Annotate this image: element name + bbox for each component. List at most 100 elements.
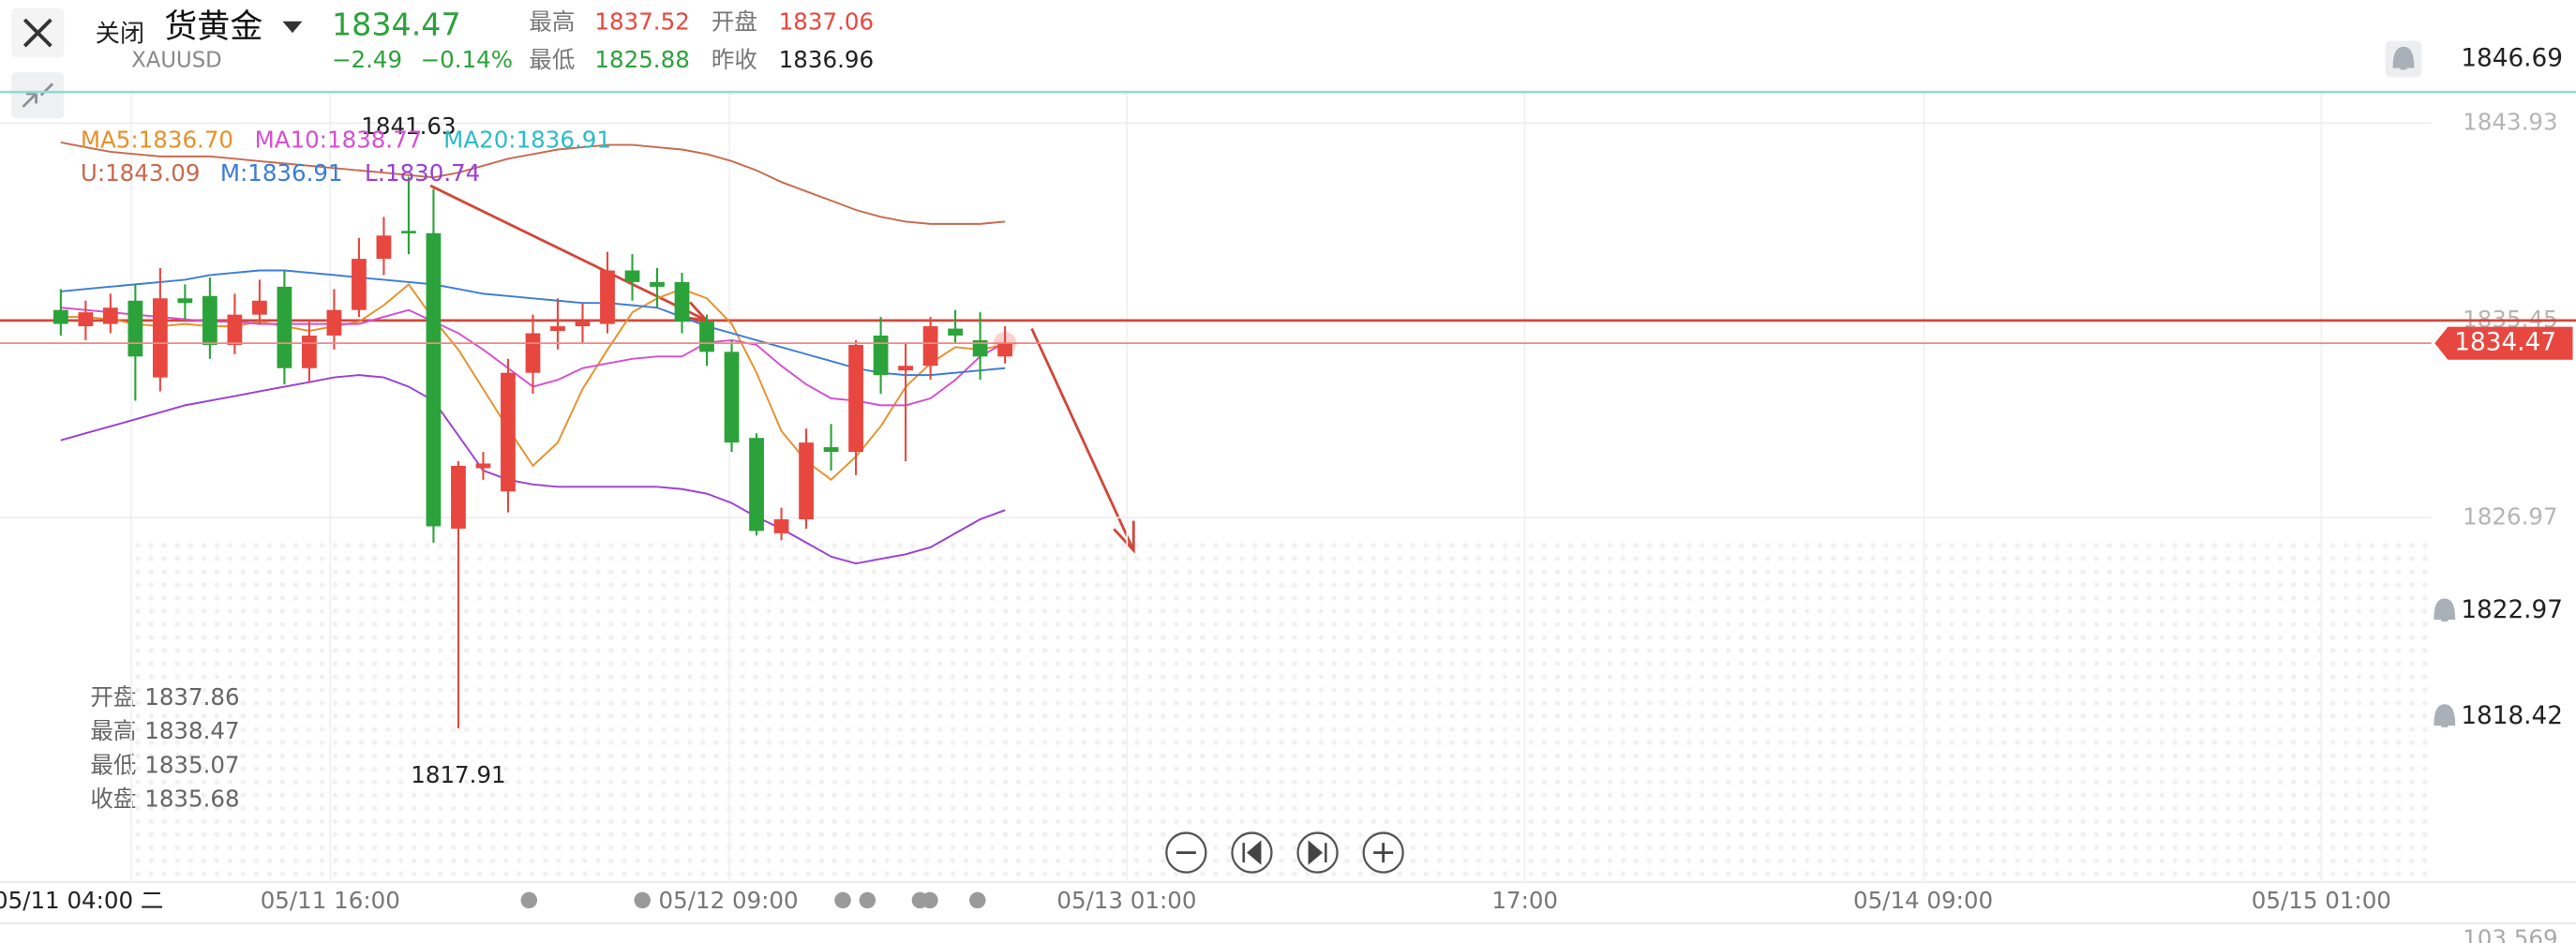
info-value: 1835.07 [144,751,239,778]
candle-body [948,328,963,336]
candle-body [823,447,839,453]
candle-body [525,333,541,373]
legend-entry: U:1843.09 [81,159,201,187]
high-value: 1837.52 [594,8,689,36]
price-tag [2434,326,2573,360]
candle-body [997,343,1013,357]
low-label: 最低 [529,46,575,73]
x-tick-label: 05/15 01:00 [2252,887,2391,914]
legend-entry: MA20:1836.91 [443,127,611,154]
legend-entry: L:1830.74 [365,159,480,187]
change-percent: −0.14% [421,46,513,73]
candle-body [426,232,442,527]
dropdown-icon[interactable] [282,21,303,34]
x-tick-label: 05/14 09:00 [1853,887,1993,914]
candle-body [724,352,740,443]
candle-body [102,307,118,324]
to-start-button[interactable] [1231,831,1273,874]
candle-body [848,344,863,453]
event-dots [520,891,986,909]
candle-body [401,231,416,233]
change: −2.49 [332,46,402,73]
price: 1834.47 [332,7,461,43]
legend-entry: MA10:1838.77 [255,127,423,154]
x-tick-label: 05/12 09:00 [659,887,799,914]
alert-icon [2434,704,2456,727]
candle-body [202,295,217,345]
candle-body [624,270,640,282]
alert-value: 1846.69 [2461,44,2563,72]
alert-value: 1818.42 [2461,702,2563,730]
candle-body [52,309,68,324]
candle-body [922,326,938,367]
to-end-button[interactable] [1296,831,1339,874]
candle-body [873,335,889,376]
candle-body [575,322,591,327]
candle-body [127,300,143,357]
candle-body [972,339,988,357]
legend-entry: MA5:1836.70 [81,127,233,154]
candle-body [78,312,94,327]
info-value: 1838.47 [144,717,239,744]
close-label[interactable]: 关闭 [96,20,145,48]
close-button[interactable] [11,7,65,58]
info-label: 收盘 [90,786,136,813]
high-label: 最高 [529,8,575,36]
sub-chart-value: 103.569 [2463,924,2557,943]
x-tick-label: 05/11 04:00 二 [0,887,163,914]
max-label: 1841.63 [361,112,456,140]
indicator-line [60,282,1006,482]
ohlc-info: 开盘 1837.86 最高 1838.47 最低 1835.07 收盘 1835.68 [90,683,239,813]
candle-body [277,286,292,368]
candle-body [898,366,913,371]
info-label: 最高 [90,717,136,744]
candle-body [475,463,491,469]
open-value: 1837.06 [779,8,874,36]
alert-icon [2434,598,2456,621]
info-value: 1835.68 [144,786,239,813]
collapse-button[interactable] [11,72,65,119]
price-tag-label: 1834.47 [2454,329,2556,357]
background-pattern [131,542,2432,879]
indicator-line [60,374,1006,565]
info-value: 1837.86 [144,683,239,711]
candle-body [302,335,317,368]
instrument-name[interactable]: 货黄金 [164,7,262,46]
alert-icon [2392,46,2415,70]
candle-body [326,309,342,336]
symbol: XAUUSD [131,48,221,72]
prev-close-label: 昨收 [711,46,757,73]
indicator-line [60,269,1006,377]
candle-body [451,465,466,529]
last-price-glow [993,331,1017,355]
candle-body [699,322,714,352]
x-tick-label: 17:00 [1491,887,1558,914]
alert-value: 1822.97 [2461,596,2563,624]
candle-body [177,298,193,304]
candle-body [550,326,565,332]
low-value: 1825.88 [594,46,689,73]
candle-body [501,372,516,492]
min-label: 1817.91 [411,761,505,788]
x-tick-label: 05/11 16:00 [261,887,400,914]
x-tick-label: 05/13 01:00 [1056,887,1196,914]
candle-body [352,259,367,310]
y-tick-label: 1843.93 [2463,108,2557,135]
legend-entry: M:1836.91 [220,159,343,187]
candle-body [152,298,168,378]
zoom-out-button[interactable] [1165,831,1207,874]
prev-close-value: 1836.96 [779,46,874,73]
indicator-line [60,142,1006,225]
info-label: 最低 [90,751,136,778]
candle-body [600,270,615,324]
candle-body [799,442,814,520]
candle-body [227,314,243,345]
candle-body [674,281,690,322]
candle-body [650,281,665,287]
info-label: 开盘 [90,683,136,711]
candle-body [376,235,392,260]
zoom-in-button[interactable] [1362,831,1404,874]
candle-body [773,519,789,533]
candle-body [252,300,267,315]
